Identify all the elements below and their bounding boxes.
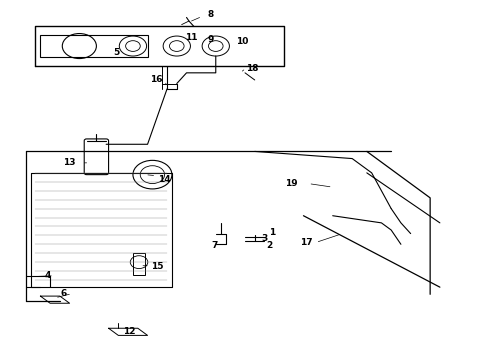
Text: 5: 5	[113, 48, 119, 57]
Text: 2: 2	[266, 240, 272, 249]
Text: 4: 4	[45, 271, 51, 280]
Text: 17: 17	[299, 238, 312, 247]
Text: 3: 3	[261, 234, 268, 243]
Text: 16: 16	[150, 76, 163, 85]
Text: 8: 8	[208, 10, 214, 19]
Text: 11: 11	[185, 33, 197, 42]
Text: 13: 13	[63, 158, 76, 167]
Text: 18: 18	[246, 64, 259, 73]
Text: 1: 1	[269, 228, 275, 237]
Text: 6: 6	[61, 289, 67, 298]
Text: 19: 19	[285, 179, 297, 188]
Text: 7: 7	[212, 240, 218, 249]
Text: 9: 9	[208, 35, 214, 44]
Bar	[133, 253, 145, 275]
Bar	[40, 35, 147, 57]
Text: 10: 10	[236, 37, 249, 46]
Text: 12: 12	[123, 327, 135, 336]
Text: 15: 15	[151, 262, 164, 271]
Text: 14: 14	[158, 175, 171, 184]
